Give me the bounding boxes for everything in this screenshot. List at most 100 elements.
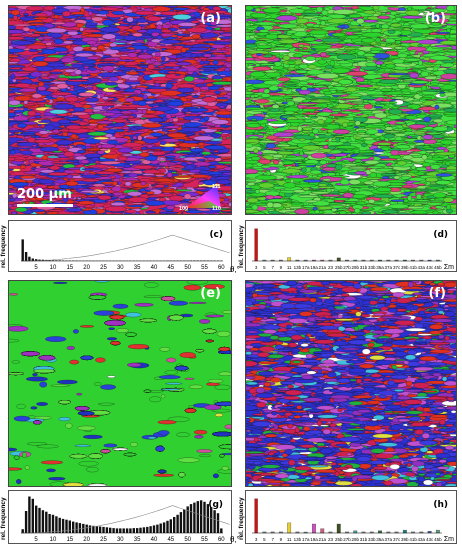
grain	[92, 183, 106, 187]
grain	[46, 27, 67, 34]
grain	[67, 117, 80, 121]
grain	[131, 42, 145, 47]
grain	[223, 38, 230, 42]
grain	[141, 122, 162, 128]
grain	[207, 165, 217, 169]
grain	[146, 144, 153, 149]
grain	[118, 156, 128, 161]
grain	[72, 14, 85, 17]
grain	[126, 16, 134, 23]
grain	[72, 162, 81, 166]
grain	[9, 149, 16, 155]
grain	[175, 83, 197, 89]
grain	[56, 83, 69, 89]
grain	[111, 181, 118, 186]
grain	[123, 129, 129, 132]
grain	[100, 112, 116, 117]
grain	[84, 16, 92, 21]
grain	[54, 179, 67, 184]
grain	[52, 47, 68, 52]
grain	[114, 87, 121, 91]
grain	[9, 168, 14, 171]
grain	[62, 10, 71, 17]
grain	[9, 198, 16, 202]
grain	[221, 132, 230, 135]
grain	[121, 142, 143, 148]
grain	[167, 132, 188, 138]
grain	[76, 23, 84, 28]
grain	[161, 56, 166, 62]
grain	[167, 70, 176, 74]
grain	[127, 204, 145, 208]
grain	[42, 57, 60, 63]
grain	[87, 11, 93, 16]
grain	[211, 119, 229, 125]
grain	[86, 40, 98, 45]
grain	[15, 133, 36, 136]
grain	[81, 76, 90, 80]
grain	[9, 36, 25, 40]
grain	[121, 177, 140, 181]
grain	[112, 10, 125, 15]
grain	[142, 169, 162, 174]
grain	[151, 51, 173, 57]
grain	[15, 71, 33, 74]
scale-bar-text: 200 µm	[17, 187, 72, 202]
grain	[97, 124, 104, 130]
grain	[140, 181, 146, 186]
grain	[97, 72, 120, 78]
grain	[31, 93, 43, 99]
grain	[37, 85, 47, 92]
grain	[20, 165, 26, 169]
grain	[101, 7, 119, 11]
grain	[16, 140, 29, 143]
grain	[9, 184, 15, 189]
grain	[198, 181, 204, 185]
grain	[183, 122, 203, 128]
grain	[135, 83, 142, 86]
grain	[220, 209, 231, 212]
grain	[134, 39, 146, 43]
legend-label-100: 100	[179, 206, 189, 212]
grain	[37, 77, 43, 81]
grain	[81, 145, 86, 150]
grain	[63, 151, 75, 157]
grain	[53, 14, 59, 19]
grain	[51, 135, 71, 139]
grain	[13, 158, 25, 162]
grain	[219, 74, 227, 77]
grain	[99, 161, 122, 165]
grain	[87, 131, 108, 136]
grain	[177, 87, 195, 93]
grain	[171, 128, 177, 131]
grain	[128, 172, 138, 178]
grain	[52, 157, 74, 161]
grain	[10, 40, 34, 46]
grain	[96, 120, 114, 125]
grain	[101, 33, 116, 40]
grain	[188, 47, 210, 51]
grain	[184, 76, 195, 82]
grain	[203, 7, 210, 11]
grain	[212, 59, 219, 65]
grain	[71, 63, 83, 69]
grain	[203, 69, 212, 72]
grain	[106, 140, 119, 145]
grain	[175, 171, 192, 174]
grain	[20, 150, 33, 155]
grain	[194, 57, 200, 61]
grain	[66, 79, 89, 82]
grain	[100, 59, 116, 61]
grain	[80, 174, 102, 179]
grain	[38, 130, 49, 135]
grain	[124, 181, 132, 187]
grain	[82, 178, 100, 182]
grain	[99, 143, 116, 149]
legend-label-110: 110	[212, 206, 221, 212]
grain	[23, 135, 31, 140]
grain	[33, 139, 53, 144]
grain	[187, 108, 209, 112]
grain	[132, 135, 138, 140]
grain	[199, 60, 204, 66]
grain	[124, 32, 130, 35]
